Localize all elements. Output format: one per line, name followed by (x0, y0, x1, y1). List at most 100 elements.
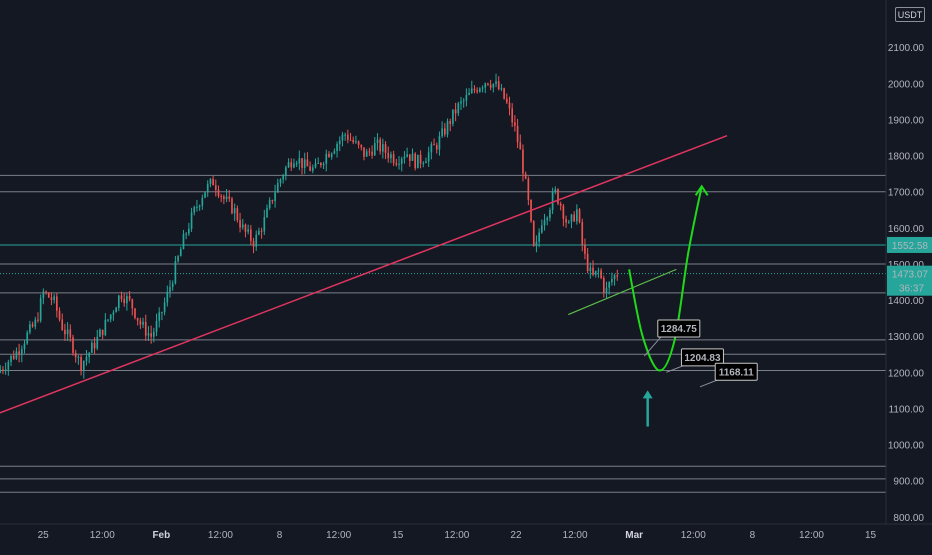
candle-body (387, 152, 390, 159)
candle-body (605, 287, 608, 293)
candle-body (435, 145, 438, 150)
candle-body (414, 153, 417, 169)
time-tick-label: 12:00 (326, 530, 351, 541)
candle-body (163, 302, 166, 313)
candle-body (263, 217, 266, 232)
candle-body (382, 144, 384, 152)
candle-body (260, 230, 263, 232)
candle-body (527, 178, 530, 200)
candle-body (559, 203, 562, 206)
candle-body (390, 154, 392, 159)
candle-body (244, 224, 247, 232)
candle-body (443, 128, 446, 135)
price-tick-label: 1900.00 (888, 115, 925, 126)
candle-body (10, 355, 12, 363)
candle-body (80, 356, 82, 371)
candle-body (47, 292, 50, 298)
candle-body (465, 94, 468, 101)
candle-body (201, 197, 204, 206)
candle-body (69, 329, 72, 338)
wedge-trendline[interactable] (568, 268, 677, 316)
candle-body (592, 267, 594, 275)
candle-body (543, 220, 546, 226)
price-tick-label: 1100.00 (889, 404, 925, 415)
candle-body (452, 109, 454, 124)
candle-body (225, 196, 228, 200)
candle-body (190, 212, 193, 229)
callout-box[interactable] (657, 319, 701, 338)
candle-body (179, 249, 182, 257)
candle-body (492, 83, 495, 88)
candle-body (489, 84, 492, 88)
currency-selector[interactable]: USDT (895, 7, 925, 22)
candle-body (196, 206, 198, 208)
candle-body (214, 185, 217, 190)
candle-body (371, 151, 373, 156)
price-badge (887, 265, 932, 296)
candle-body (282, 175, 285, 180)
candle-body (317, 162, 320, 164)
candle-body (616, 275, 619, 277)
candle-body (301, 158, 303, 168)
time-axis[interactable] (0, 524, 932, 550)
candle-body (91, 342, 93, 353)
candle-body (349, 139, 352, 141)
candle-body (495, 81, 497, 84)
candle-body (112, 312, 115, 315)
candle-body (322, 163, 325, 166)
time-tick-label: 8 (750, 530, 756, 541)
candle-body (406, 154, 408, 157)
candle-body (66, 329, 69, 335)
candle-body (58, 310, 61, 320)
callout-box[interactable] (714, 362, 758, 381)
candle-body (613, 275, 616, 280)
candle-body (26, 332, 29, 344)
projection-curve[interactable] (628, 186, 703, 372)
candle-body (120, 295, 123, 299)
candle-body (597, 270, 600, 272)
candle-body (594, 270, 597, 275)
candle-body (88, 352, 91, 357)
candle-body (320, 162, 322, 166)
price-tick-label: 1500.00 (888, 260, 925, 271)
candle-body (328, 153, 330, 158)
candle-body (314, 163, 317, 168)
candle-body (50, 297, 53, 300)
candle-body (417, 154, 419, 169)
price-tick-label: 900.00 (893, 477, 924, 488)
candle-body (228, 196, 231, 199)
candle-body (468, 92, 470, 95)
candle-body (538, 232, 540, 242)
support-trendline[interactable] (0, 134, 728, 416)
candle-body (4, 369, 7, 371)
candle-body (82, 360, 85, 371)
time-tick-label: 22 (510, 530, 522, 541)
candle-body (64, 329, 66, 335)
candle-body (34, 319, 37, 327)
candle-body (293, 163, 295, 168)
candle-body (268, 200, 271, 209)
candle-body (174, 261, 177, 284)
projection-arrowhead (694, 184, 709, 196)
candle-body (346, 134, 349, 140)
candle-body (236, 208, 239, 221)
time-tick-label: 15 (392, 530, 404, 541)
candle-body (55, 296, 58, 311)
candle-body (139, 320, 142, 325)
candle-body (290, 162, 293, 168)
callout-box[interactable] (680, 348, 724, 367)
candle-body (276, 183, 279, 193)
candle-body (274, 192, 276, 202)
candle-body (578, 209, 581, 222)
candle-body (360, 144, 363, 148)
candle-body (570, 214, 573, 222)
candle-body (18, 351, 20, 355)
candle-body (298, 158, 301, 164)
candle-body (182, 233, 185, 250)
candle-body (204, 192, 206, 198)
candle-body (554, 189, 557, 193)
candle-body (373, 143, 376, 156)
candle-body (29, 324, 31, 333)
